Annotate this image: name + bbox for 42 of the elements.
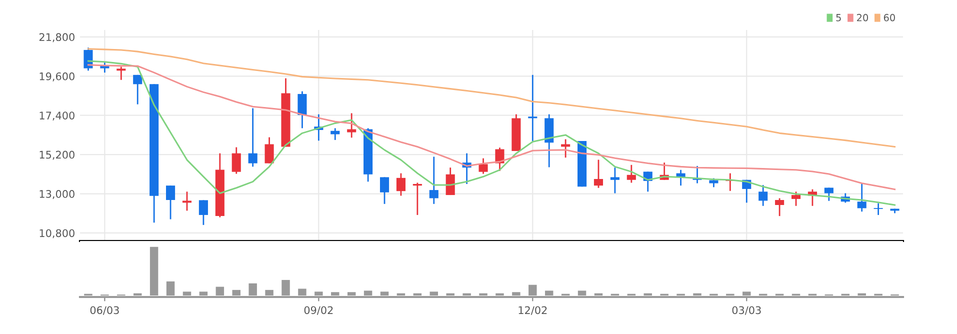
candlestick [495, 146, 504, 172]
legend-label: 20 [857, 14, 868, 22]
candlestick [116, 66, 126, 81]
candlestick [446, 166, 455, 196]
candlestick [298, 90, 307, 129]
y-tick-label: 19,600 [40, 72, 74, 82]
candlestick [429, 156, 438, 205]
y-tick-label: 15,200 [40, 150, 74, 160]
y-tick-label: 13,000 [40, 190, 74, 199]
legend-label: 60 [884, 14, 895, 22]
candlestick [874, 202, 883, 216]
candlestick [396, 172, 406, 196]
candlestick [824, 187, 834, 202]
candlestick [528, 74, 538, 142]
candlestick [166, 184, 176, 220]
candlestick [133, 74, 142, 106]
candlestick [182, 190, 192, 212]
candlestick [561, 138, 570, 158]
candlestick [791, 190, 801, 207]
candlestick [478, 158, 488, 175]
candlestick [775, 198, 784, 217]
candlestick [758, 184, 768, 207]
x-tick-label: 03/03 [732, 306, 761, 315]
candlestick [347, 112, 356, 138]
candlestick [594, 159, 604, 189]
y-tick-label: 17,400 [40, 112, 74, 121]
candlestick [626, 164, 636, 184]
candlestick [330, 128, 340, 141]
candlestick [412, 182, 422, 216]
candlestick [380, 176, 390, 205]
candlestick [857, 182, 866, 212]
legend-label: 5 [836, 14, 841, 22]
y-tick-label: 21,800 [39, 33, 74, 42]
x-tick-label: 06/03 [90, 306, 119, 315]
candlestick [232, 146, 241, 175]
y-tick-label: 10,800 [40, 229, 74, 238]
candlestick [610, 166, 620, 194]
x-tick-label: 12/02 [518, 306, 547, 315]
candlestick [198, 199, 208, 226]
candlestick [248, 108, 258, 168]
x-tick-label: 09/02 [304, 306, 333, 315]
candlestick [264, 136, 274, 164]
